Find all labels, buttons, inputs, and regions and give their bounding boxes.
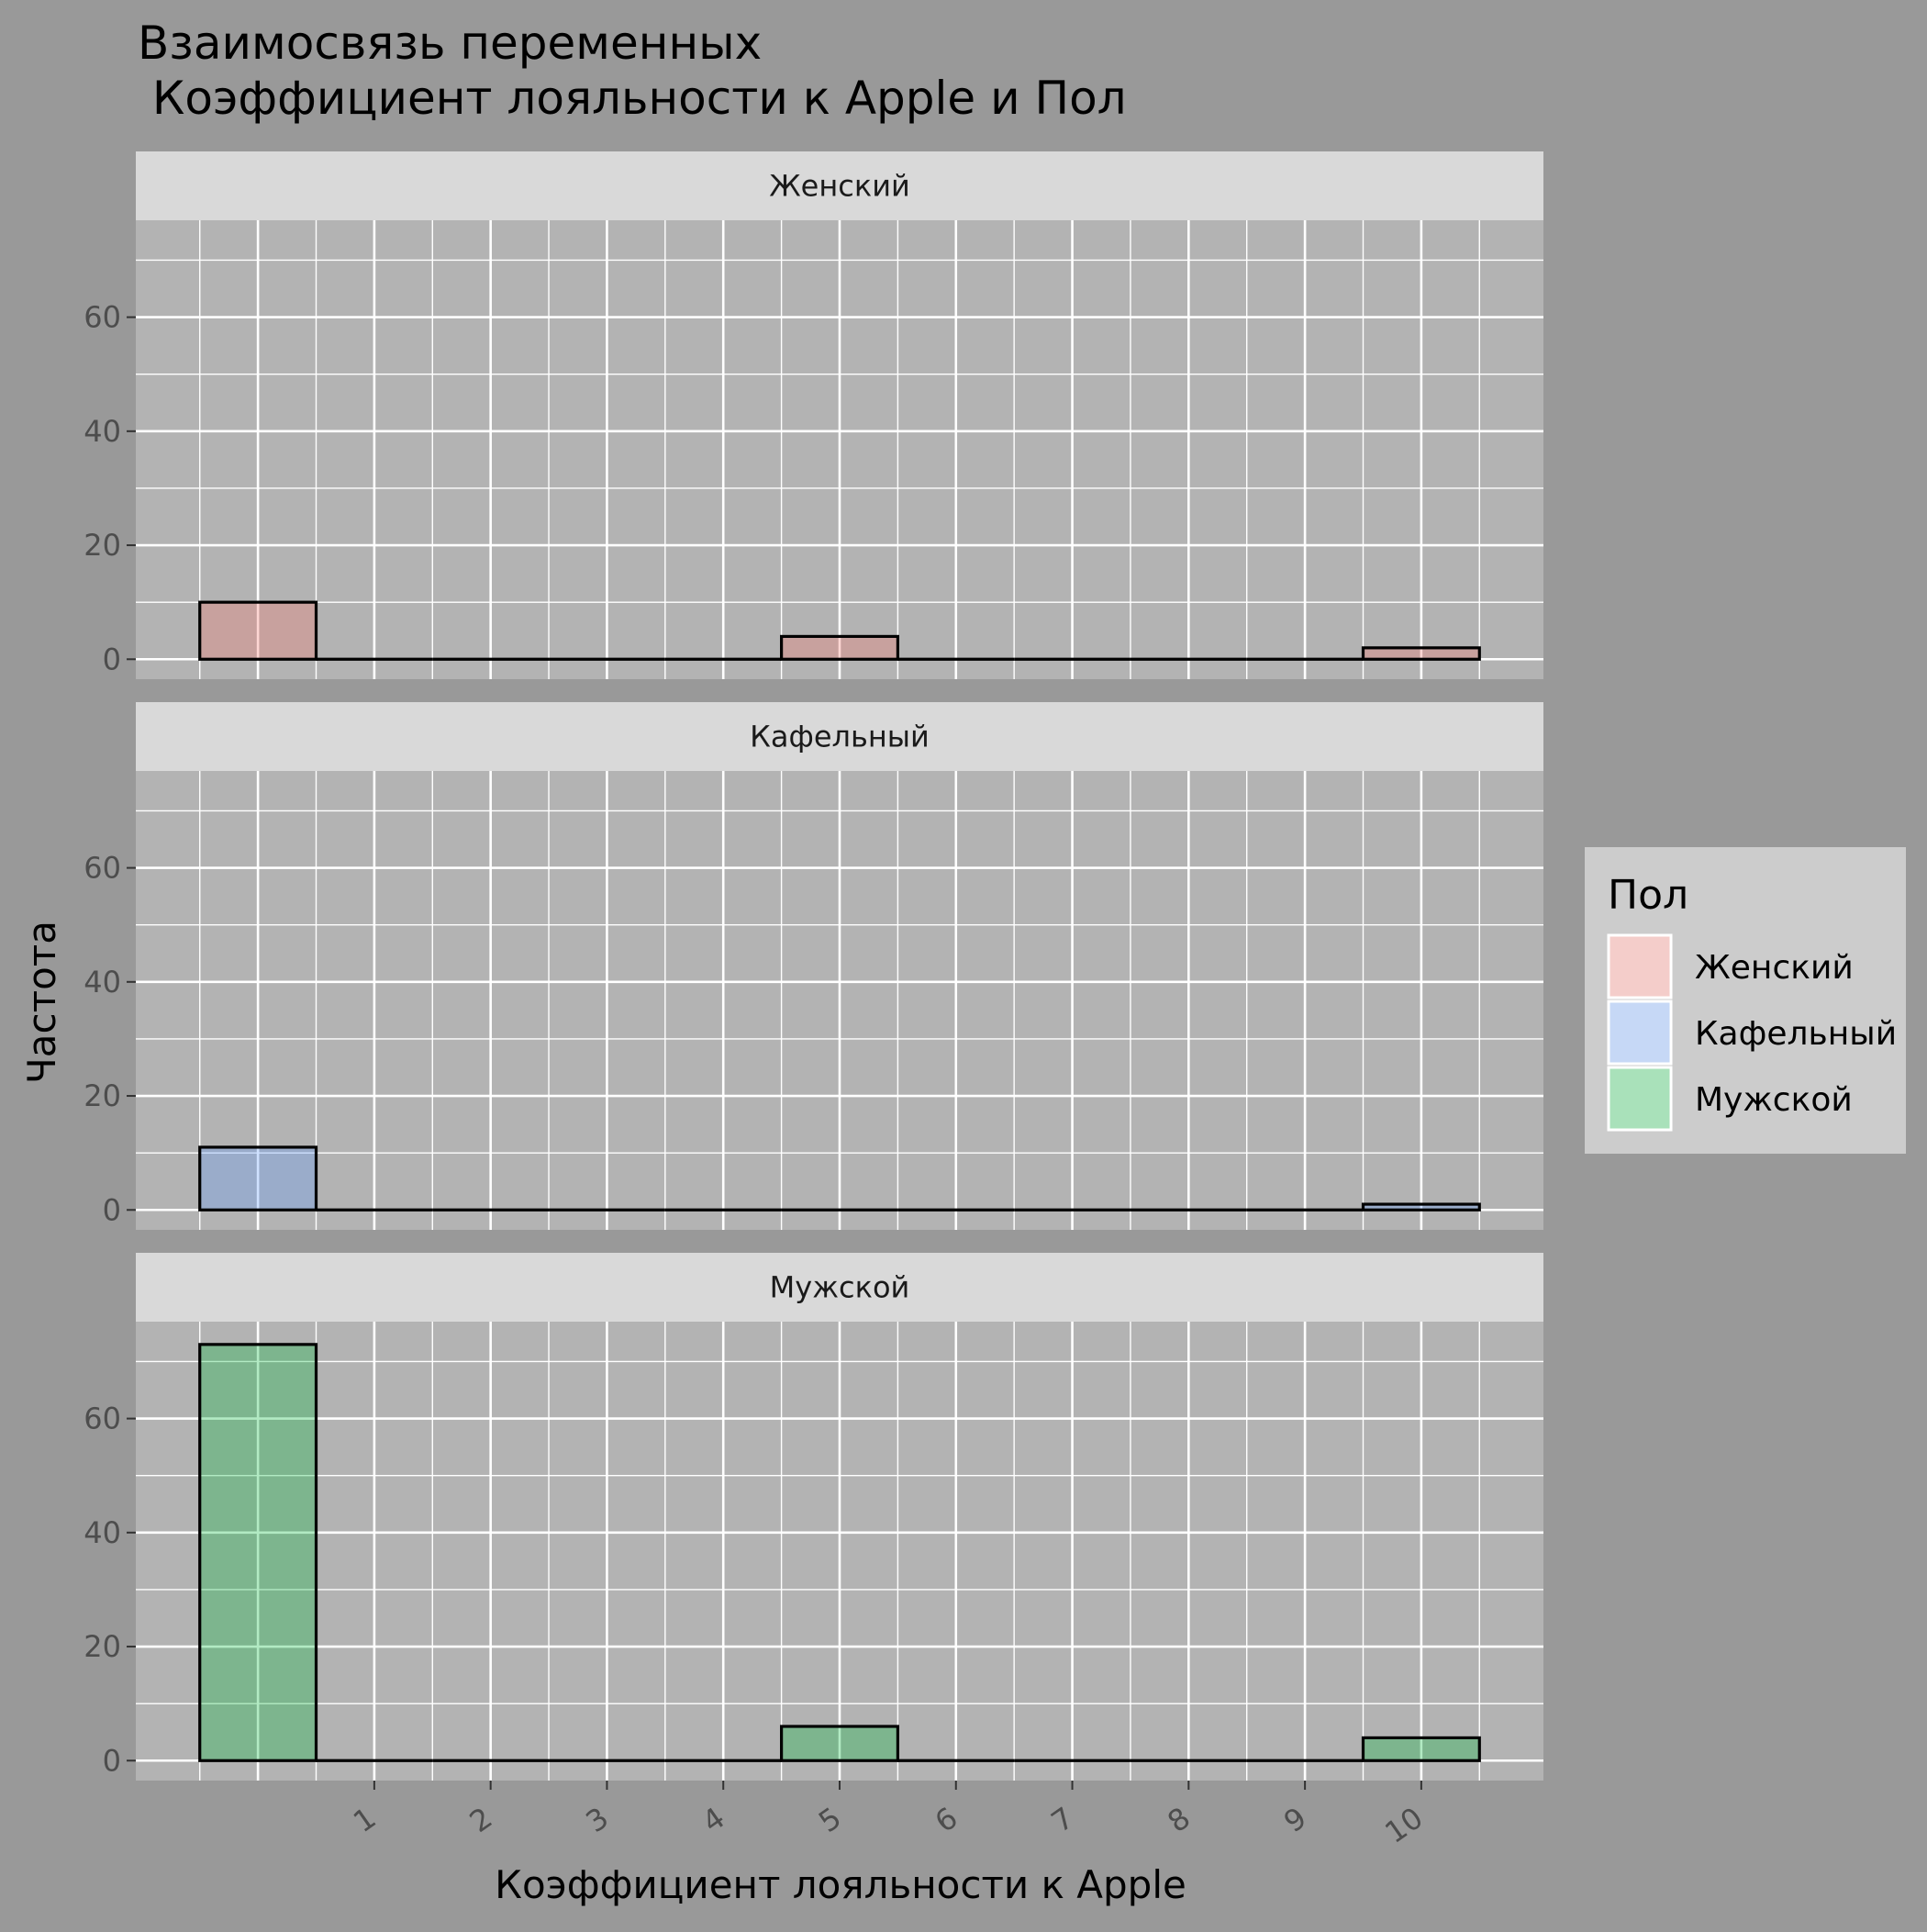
y-tick-label: 0 bbox=[103, 642, 121, 676]
facet-strip bbox=[136, 702, 1543, 771]
facet-panel: Кафельный 0 20 40 60 bbox=[84, 702, 1543, 1230]
legend-title: Пол bbox=[1608, 872, 1688, 919]
x-tick-label: 7 bbox=[1045, 1800, 1080, 1839]
y-tick-label: 0 bbox=[103, 1743, 121, 1778]
x-tick-label: 4 bbox=[696, 1800, 730, 1839]
y-tick-label: 40 bbox=[84, 1515, 121, 1550]
x-tick-label: 9 bbox=[1277, 1800, 1312, 1839]
histogram-bar bbox=[1361, 646, 1481, 661]
y-tick-label: 20 bbox=[84, 1078, 121, 1113]
facet-strip-label: Женский bbox=[769, 169, 910, 204]
x-tick-label: 8 bbox=[1161, 1800, 1196, 1839]
histogram-bar bbox=[198, 1145, 318, 1212]
y-tick-label: 40 bbox=[84, 965, 121, 1000]
legend-key-swatch bbox=[1607, 1000, 1673, 1066]
facet-panel: Мужской 0 20 40 60 bbox=[84, 1253, 1543, 1781]
histogram-bar bbox=[1361, 1202, 1481, 1212]
chart-title-line1: Взаимосвязь переменных bbox=[138, 17, 762, 70]
x-tick-label: 1 bbox=[347, 1800, 382, 1839]
y-axis-title: Частота bbox=[19, 921, 64, 1084]
legend-label: Женский bbox=[1695, 949, 1854, 987]
x-tick-label: 6 bbox=[929, 1800, 964, 1839]
histogram-bar bbox=[780, 634, 899, 661]
facet-strip-label: Кафельный bbox=[750, 720, 930, 754]
y-tick-label: 0 bbox=[103, 1192, 121, 1227]
y-tick-label: 40 bbox=[84, 414, 121, 449]
histogram-bar bbox=[198, 1343, 318, 1762]
legend-label: Кафельный bbox=[1695, 1015, 1897, 1053]
y-tick-label: 20 bbox=[84, 528, 121, 563]
x-axis-title: Коэффициент лояльности к Apple bbox=[495, 1862, 1186, 1907]
x-tick-label: 10 bbox=[1378, 1800, 1429, 1849]
legend-label: Мужской bbox=[1695, 1081, 1853, 1119]
histogram-bar bbox=[1361, 1736, 1481, 1762]
legend-key-swatch bbox=[1607, 1066, 1673, 1132]
facet-panel: Женский 0 20 40 60 bbox=[84, 151, 1543, 679]
x-tick-label: 5 bbox=[812, 1800, 847, 1839]
facet-strip-label: Мужской bbox=[770, 1270, 910, 1305]
y-tick-label: 60 bbox=[84, 300, 121, 335]
x-axis: 1 2 3 4 5 6 7 8 9 10 bbox=[347, 1781, 1429, 1850]
chart-title-line2: Коэффициент лояльности к Apple и Пол bbox=[138, 72, 1127, 125]
y-tick-label: 20 bbox=[84, 1629, 121, 1664]
histogram-bar bbox=[780, 1725, 899, 1762]
histogram-bar bbox=[198, 600, 318, 661]
y-tick-label: 60 bbox=[84, 1402, 121, 1436]
legend-key-swatch bbox=[1607, 933, 1673, 1000]
facet-strip bbox=[136, 151, 1543, 220]
y-tick-label: 60 bbox=[84, 851, 121, 886]
facet-panels: Женский 0 20 40 60 Кафельный 0 20 40 60 Мужской 0 20… bbox=[84, 151, 1543, 1781]
x-tick-label: 3 bbox=[580, 1800, 615, 1839]
x-tick-label: 2 bbox=[463, 1800, 498, 1839]
facet-strip bbox=[136, 1253, 1543, 1322]
